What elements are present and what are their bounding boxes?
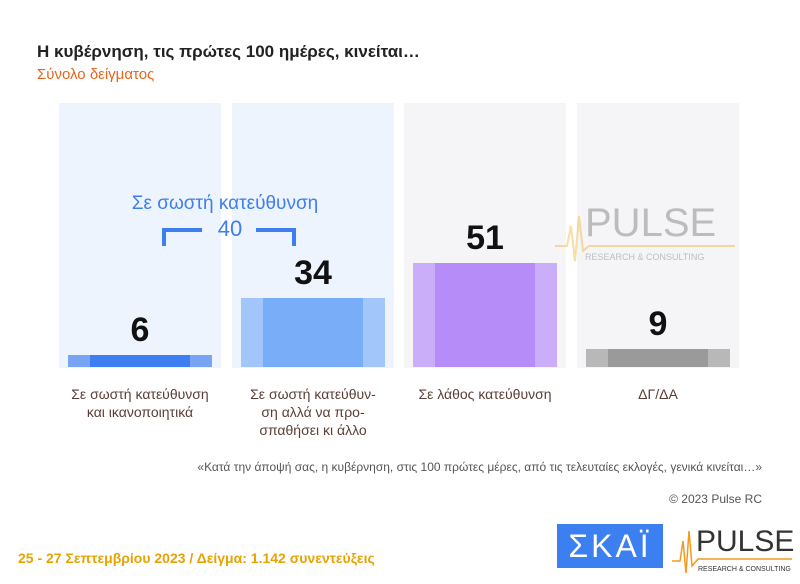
svg-text:PULSE: PULSE — [585, 201, 716, 245]
bracket-right-v — [292, 228, 296, 246]
bracket-left-v — [162, 228, 166, 246]
annotation-total: 40 — [217, 216, 243, 241]
column-background — [577, 103, 739, 368]
bracket-left-h — [162, 228, 202, 232]
pulse-watermark: PULSE RESEARCH & CONSULTING — [555, 201, 735, 262]
chart-subtitle: Σύνολο δείγματος — [37, 66, 155, 83]
column-background — [59, 103, 221, 368]
category-label: Σε λάθος κατεύθυνση — [418, 386, 552, 402]
svg-text:RESEARCH & CONSULTING: RESEARCH & CONSULTING — [585, 252, 704, 262]
pulse-logo: PULSE RESEARCH & CONSULTING — [672, 525, 794, 574]
category-label: Σε σωστή κατεύθυνση και ικανοποιητικά — [71, 386, 209, 420]
bar — [413, 263, 557, 367]
survey-dates-sample: 25 - 27 Σεπτεμβρίου 2023 / Δείγμα: 1.142… — [18, 550, 375, 566]
bracket-right-h — [256, 228, 296, 232]
annotation-label: Σε σωστή κατεύθυνση — [131, 193, 319, 214]
data-label: 51 — [466, 219, 504, 257]
data-label: 9 — [648, 304, 668, 343]
chart-title: Η κυβέρνηση, τις πρώτες 100 ημέρες, κινε… — [37, 42, 420, 61]
bar — [586, 348, 730, 367]
copyright: © 2023 Pulse RC — [669, 492, 762, 506]
skai-logo: ΣΚΑΪ — [557, 524, 663, 568]
svg-text:RESEARCH & CONSULTING: RESEARCH & CONSULTING — [698, 566, 791, 573]
data-label: 34 — [294, 253, 332, 292]
data-label: 6 — [130, 310, 150, 349]
bar — [68, 354, 212, 367]
svg-text:PULSE: PULSE — [696, 525, 794, 558]
bar — [241, 297, 385, 367]
category-label: ΔΓ/ΔΑ — [638, 386, 678, 402]
category-label: Σε σωστή κατεύθυν-ση αλλά να προ-σπαθήσε… — [250, 386, 376, 438]
survey-question: «Κατά την άποψή σας, η κυβέρνηση, στις 1… — [197, 460, 762, 474]
